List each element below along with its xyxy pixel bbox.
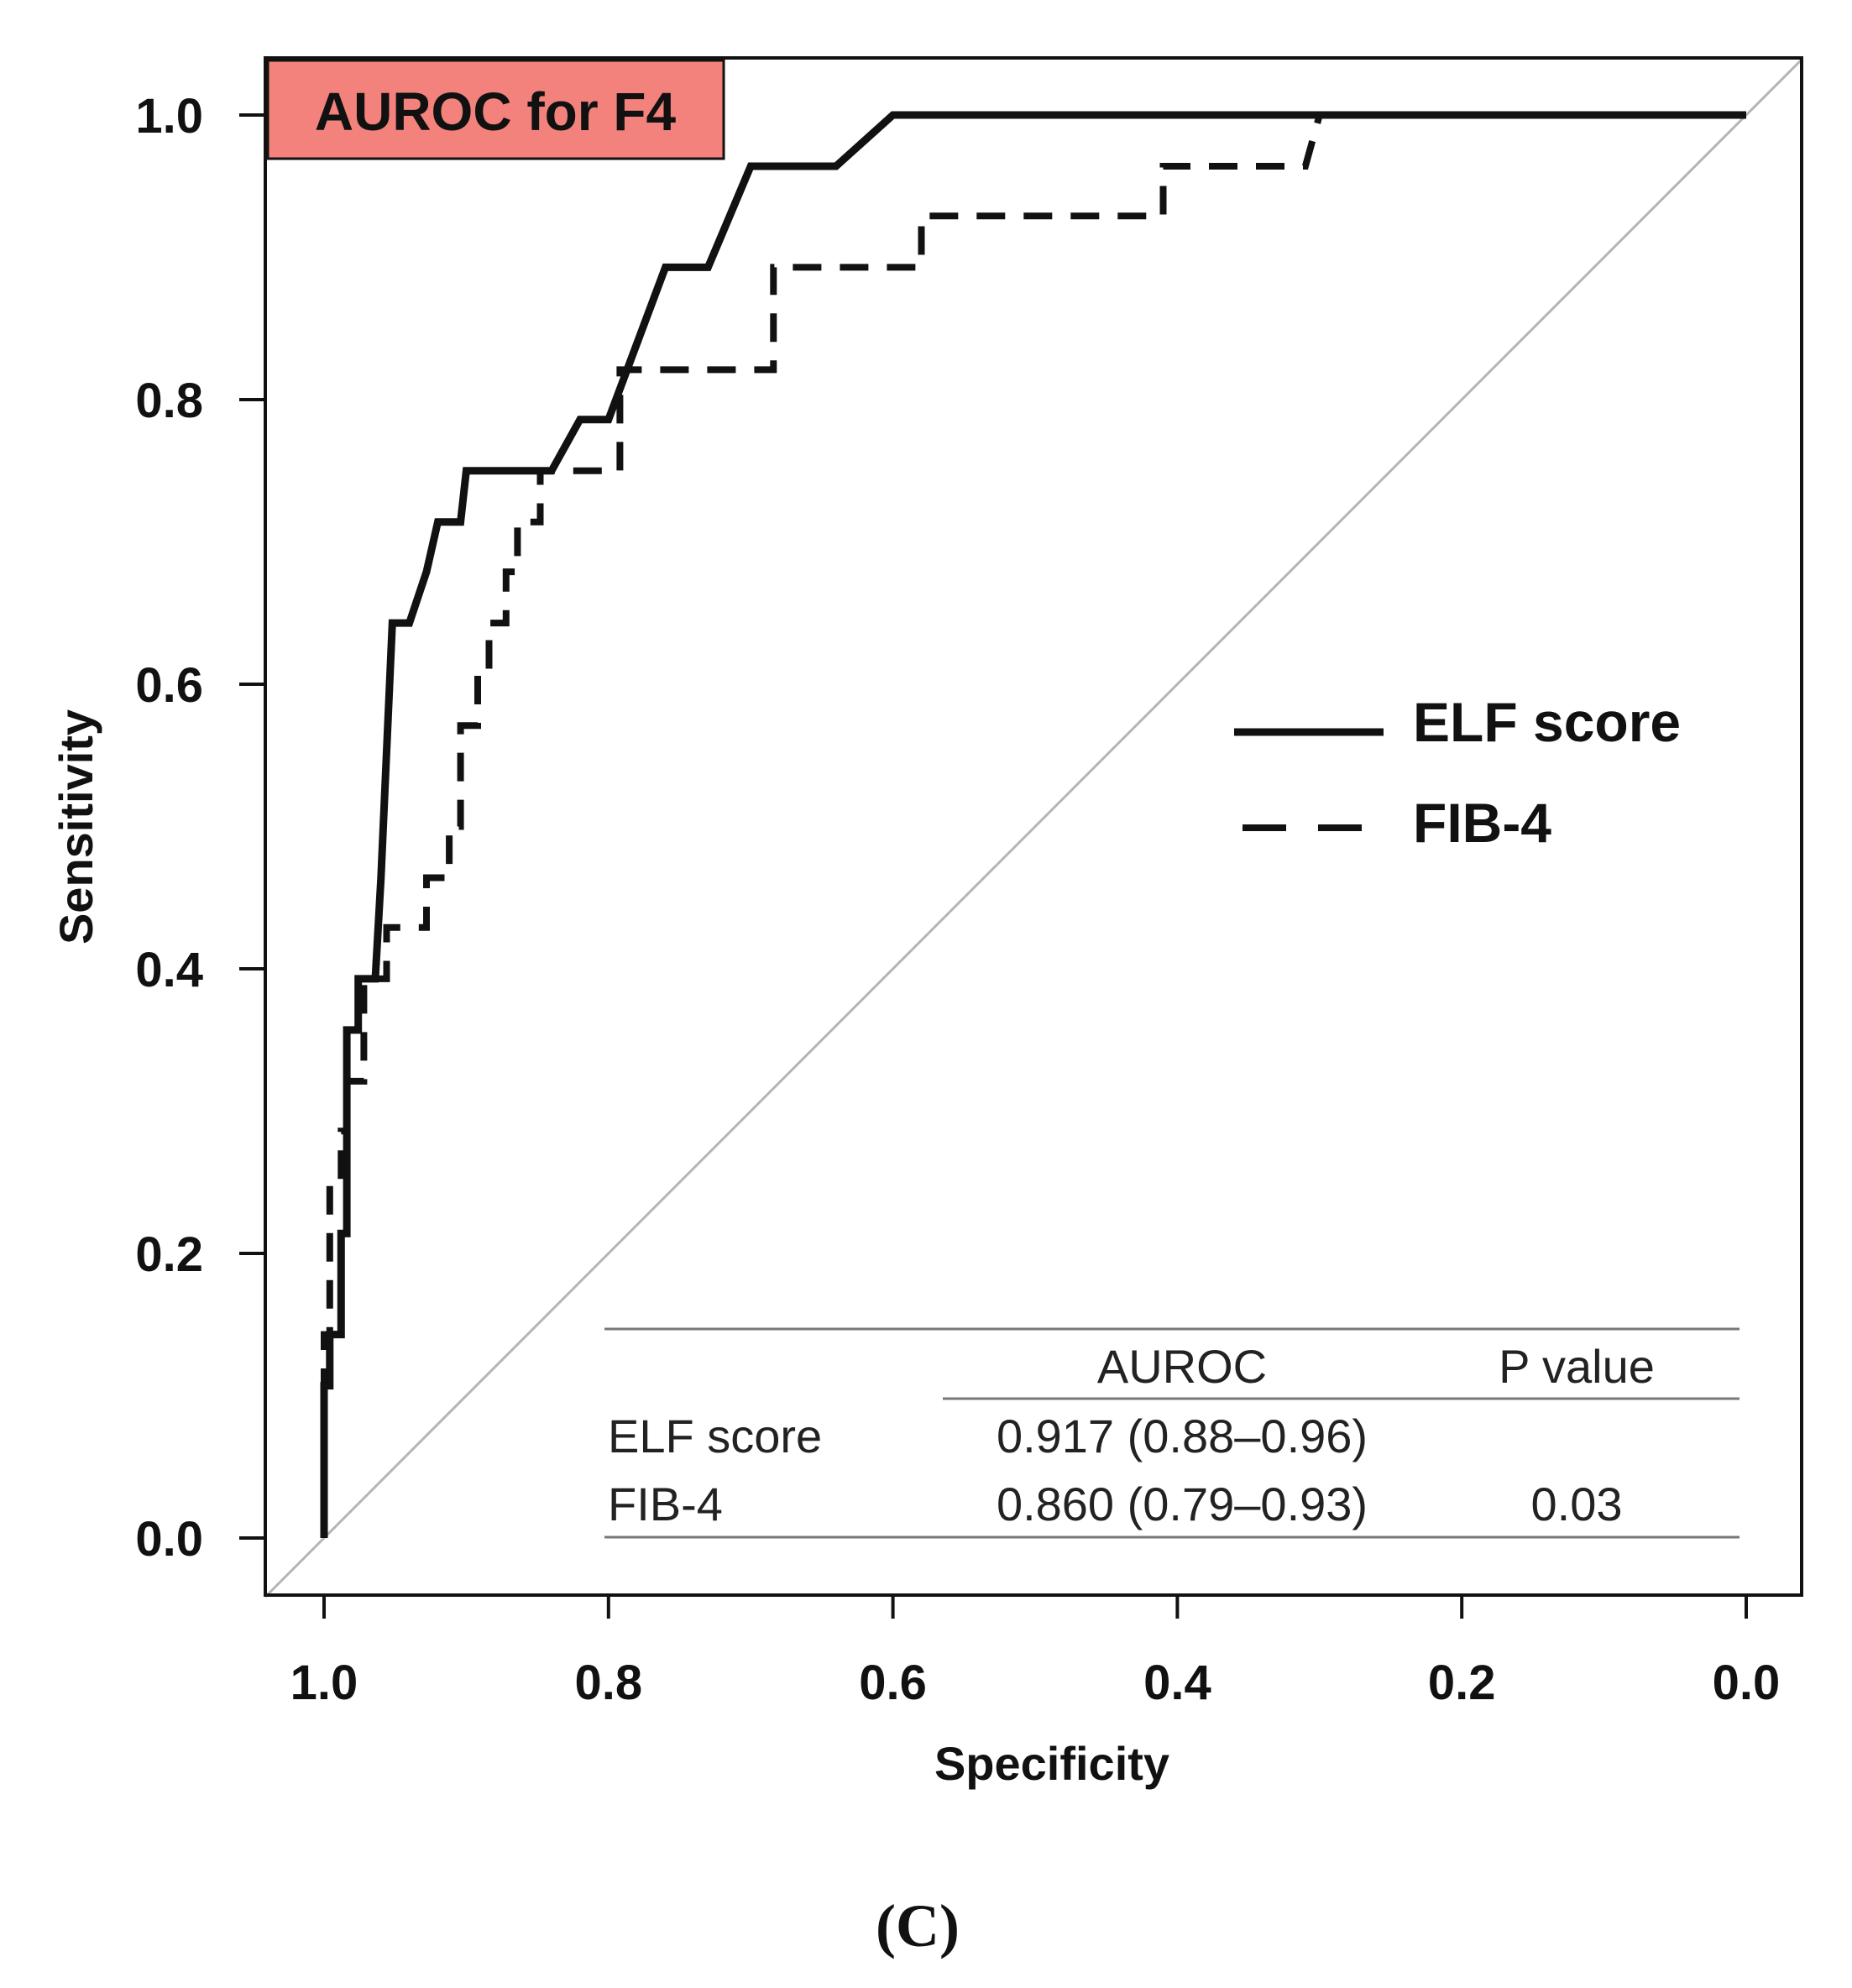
table-row-auroc: 0.917 (0.88–0.96) xyxy=(997,1410,1368,1462)
figure-caption: (C) xyxy=(876,1892,960,1959)
x-axis: 1.0 0.8 0.6 0.4 0.2 0.0 xyxy=(290,1595,1781,1710)
y-axis: 0.0 0.2 0.4 0.6 0.8 1.0 xyxy=(135,89,265,1567)
table-row-pvalue: 0.03 xyxy=(1531,1478,1623,1530)
y-tick-label: 0.4 xyxy=(135,943,203,997)
plot-frame xyxy=(264,56,1803,1597)
y-tick-label: 1.0 xyxy=(135,89,203,144)
table-row-label: ELF score xyxy=(608,1410,822,1462)
table-header-auroc: AUROC xyxy=(1097,1340,1267,1393)
table-row-label: FIB-4 xyxy=(608,1478,723,1530)
y-axis-title: Sensitivity xyxy=(50,709,102,944)
legend-fib4-label: FIB-4 xyxy=(1413,792,1551,854)
x-tick-label: 0.0 xyxy=(1713,1656,1781,1710)
elf-score-curve xyxy=(320,111,1746,1538)
x-tick-label: 0.8 xyxy=(574,1656,642,1710)
y-tick-label: 0.0 xyxy=(135,1512,203,1567)
stats-table: AUROC P value ELF score 0.917 (0.88–0.96… xyxy=(604,1327,1740,1539)
x-tick-label: 1.0 xyxy=(290,1656,358,1710)
reference-diagonal xyxy=(264,58,1803,1598)
table-row-auroc: 0.860 (0.79–0.93) xyxy=(997,1478,1368,1530)
legend-elf-label: ELF score xyxy=(1413,691,1681,753)
x-tick-label: 0.4 xyxy=(1143,1656,1211,1710)
title-box xyxy=(266,59,725,160)
x-tick-label: 0.6 xyxy=(859,1656,927,1710)
chart-title: AUROC for F4 xyxy=(315,81,677,142)
y-tick-label: 0.8 xyxy=(135,374,203,428)
x-axis-title: Specificity xyxy=(934,1737,1169,1790)
table-header-pvalue: P value xyxy=(1499,1340,1655,1393)
x-tick-label: 0.2 xyxy=(1428,1656,1496,1710)
y-tick-label: 0.2 xyxy=(135,1227,203,1282)
y-tick-label: 0.6 xyxy=(135,658,203,713)
